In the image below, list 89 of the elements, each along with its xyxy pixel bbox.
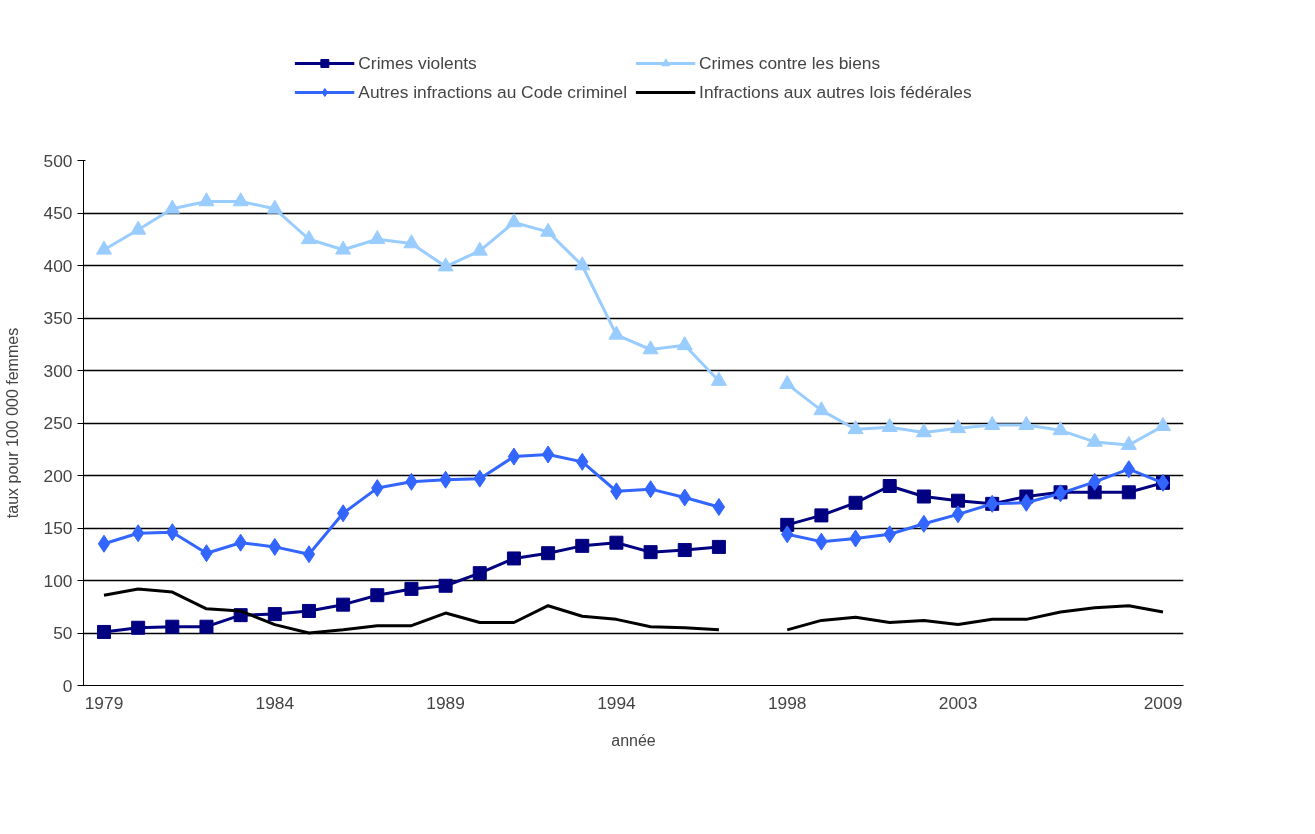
point — [369, 230, 386, 245]
x-tick-label: 1984 — [255, 692, 295, 713]
legend-label: Autres infractions au Code criminel — [358, 81, 628, 103]
point — [97, 534, 111, 553]
point — [370, 588, 385, 603]
point — [848, 495, 863, 510]
legend-label: Infractions aux autres lois fédérales — [699, 81, 972, 103]
point — [438, 578, 453, 593]
point — [1121, 485, 1136, 500]
point — [164, 199, 181, 214]
point — [267, 607, 282, 622]
y-tick-label: 450 — [43, 203, 73, 223]
point — [915, 423, 932, 438]
point — [403, 234, 420, 249]
y-tick-label: 400 — [43, 255, 73, 276]
point — [437, 257, 454, 272]
legend-label: Crimes contre les biens — [699, 52, 881, 74]
point — [336, 597, 351, 612]
point — [814, 508, 829, 523]
y-tick-label: 50 — [53, 623, 73, 643]
point — [335, 240, 352, 255]
y-tick-label: 500 — [43, 150, 73, 171]
x-tick-label: 1989 — [426, 692, 465, 713]
y-tick-label: 200 — [43, 465, 73, 486]
point — [951, 493, 966, 508]
point — [917, 514, 931, 533]
point — [1086, 432, 1103, 447]
point — [779, 374, 796, 389]
x-tick-label: 1994 — [597, 692, 637, 713]
point — [540, 222, 557, 237]
point — [711, 539, 726, 554]
point — [710, 371, 727, 386]
y-tick-label: 100 — [43, 570, 73, 591]
point — [472, 566, 487, 581]
point — [541, 546, 556, 561]
point — [165, 619, 180, 634]
point — [1018, 415, 1035, 430]
point — [574, 256, 591, 271]
point — [507, 447, 521, 466]
point — [336, 504, 350, 523]
point — [199, 619, 214, 634]
point — [1052, 421, 1069, 436]
point — [300, 230, 317, 245]
y-tick-label: 0 — [62, 675, 73, 696]
point — [302, 545, 316, 564]
point — [1122, 460, 1136, 479]
point — [1120, 435, 1137, 450]
point — [130, 220, 147, 235]
point — [677, 543, 692, 558]
point — [541, 445, 555, 464]
point — [916, 489, 931, 504]
x-tick-label: 2009 — [1143, 692, 1183, 713]
point — [642, 340, 659, 355]
point — [847, 420, 864, 435]
point — [575, 538, 590, 553]
point — [505, 213, 522, 228]
point — [96, 240, 112, 255]
point — [882, 479, 897, 493]
point — [609, 535, 624, 550]
x-tick-label: 1979 — [84, 692, 124, 713]
y-tick-label: 300 — [43, 360, 73, 381]
point — [506, 551, 521, 566]
point — [608, 325, 625, 340]
point — [951, 505, 965, 524]
x-tick-label: 1998 — [767, 692, 807, 713]
point — [471, 241, 488, 256]
y-tick-label: 250 — [43, 413, 73, 433]
point — [813, 401, 830, 416]
point — [232, 192, 249, 207]
y-tick-label: 350 — [43, 308, 73, 328]
y-axis-title: taux pour 100 000 femmes — [3, 327, 21, 519]
point — [643, 545, 658, 560]
y-tick-label: 150 — [43, 518, 73, 538]
legend-label: Crimes violents — [358, 52, 477, 74]
point — [676, 336, 693, 351]
point — [984, 415, 1001, 430]
x-axis-title: année — [611, 731, 656, 749]
point — [198, 192, 215, 207]
point — [301, 603, 316, 618]
x-tick-label: 2003 — [938, 692, 978, 713]
point — [881, 418, 898, 433]
point — [712, 498, 726, 516]
point — [950, 419, 967, 434]
point — [97, 624, 111, 639]
point — [1155, 416, 1171, 431]
point — [131, 524, 145, 543]
point — [131, 620, 146, 635]
point — [404, 581, 419, 596]
point — [266, 199, 283, 214]
